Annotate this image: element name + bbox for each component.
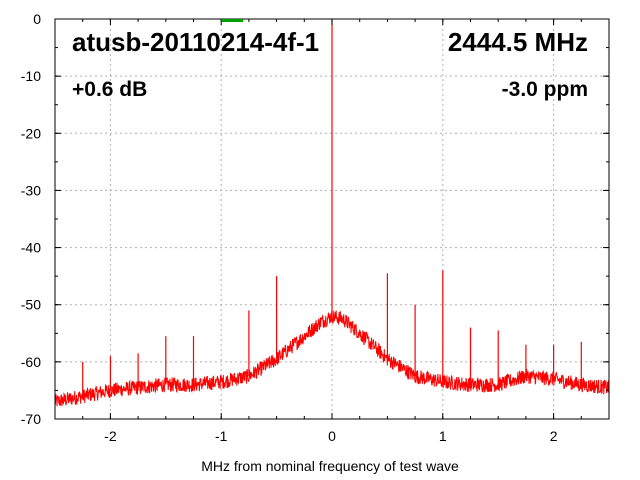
- x-tick-label: -1: [215, 428, 228, 444]
- y-tick-label: -70: [21, 411, 41, 427]
- power-label: +0.6 dB: [72, 78, 147, 101]
- device-label: atusb-20110214-4f-1: [72, 27, 319, 57]
- axis-ticks: -2 -1 0 1 20-10-20-30-40-50-60-70: [21, 11, 610, 444]
- y-tick-label: -10: [21, 68, 41, 84]
- y-tick-label: -40: [21, 240, 41, 256]
- y-tick-label: -30: [21, 182, 41, 198]
- x-axis-label: MHz from nominal frequency of test wave: [201, 458, 459, 474]
- y-tick-label: -20: [21, 125, 41, 141]
- x-tick-label: -2: [104, 428, 117, 444]
- y-tick-label: -50: [21, 297, 41, 313]
- series-spectrum: [54, 19, 610, 407]
- offset-label: -3.0 ppm: [502, 78, 588, 101]
- y-tick-label: -60: [21, 354, 41, 370]
- x-tick-label: 1: [439, 428, 447, 444]
- y-tick-label: 0: [33, 11, 41, 27]
- x-tick-label: 0: [328, 428, 336, 444]
- x-tick-label: 2: [550, 428, 558, 444]
- frequency-label: 2444.5 MHz: [448, 27, 588, 57]
- top-marker: [221, 19, 244, 22]
